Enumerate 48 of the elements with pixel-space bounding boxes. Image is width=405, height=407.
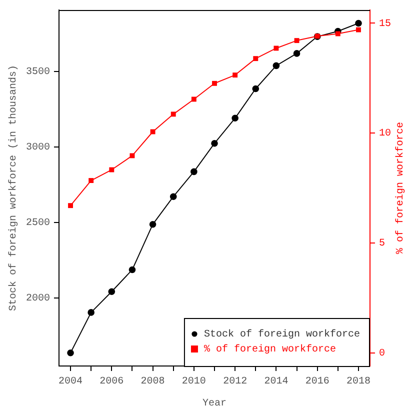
point	[294, 38, 300, 44]
x-tick-label: 2010	[182, 376, 206, 388]
point	[356, 27, 361, 32]
point	[190, 168, 198, 176]
x-tick-label: 2006	[100, 376, 124, 388]
point	[274, 46, 279, 51]
point	[109, 167, 114, 172]
point	[170, 193, 177, 200]
point	[191, 96, 196, 102]
point	[130, 153, 135, 158]
y2-axis-title: % of foreign workforce	[394, 122, 405, 254]
y-tick-label: 2000	[26, 293, 50, 304]
point	[170, 112, 176, 117]
point	[88, 178, 94, 184]
y2-tick-label: 15	[379, 18, 392, 30]
point	[335, 31, 340, 36]
point	[149, 220, 156, 228]
point	[232, 114, 238, 122]
legend-label: Stock of foreign workforce	[204, 328, 360, 341]
point	[232, 72, 238, 78]
point	[68, 203, 73, 208]
point	[212, 80, 217, 86]
y-axis-title: Stock of foreign workforce (in thousands)	[8, 64, 20, 312]
point	[128, 266, 136, 274]
point	[211, 140, 218, 147]
point	[108, 288, 116, 296]
x-axis-title: Year	[202, 398, 227, 407]
point	[253, 56, 258, 62]
y-tick-label: 3500	[26, 67, 50, 78]
y2-tick-label: 5	[379, 238, 386, 250]
y2-tick-label: 0	[379, 348, 386, 360]
point	[88, 309, 94, 316]
y-tick-label: 3000	[26, 142, 50, 154]
point	[272, 62, 280, 70]
legend-label: % of foreign workforce	[204, 344, 336, 356]
point	[252, 85, 260, 92]
x-tick-label: 2008	[140, 376, 165, 388]
x-tick-label: 2004	[58, 376, 83, 388]
x-tick-label: 2012	[223, 376, 248, 388]
y-tick-label: 2500	[26, 218, 50, 230]
x-tick-label: 2014	[264, 376, 288, 388]
x-tick-label: 2016	[305, 376, 330, 388]
point	[355, 20, 362, 27]
point	[293, 50, 300, 57]
x-tick-label: 2018	[346, 376, 370, 388]
y2-tick-label: 10	[379, 128, 392, 140]
point	[67, 349, 74, 356]
point	[150, 129, 156, 134]
